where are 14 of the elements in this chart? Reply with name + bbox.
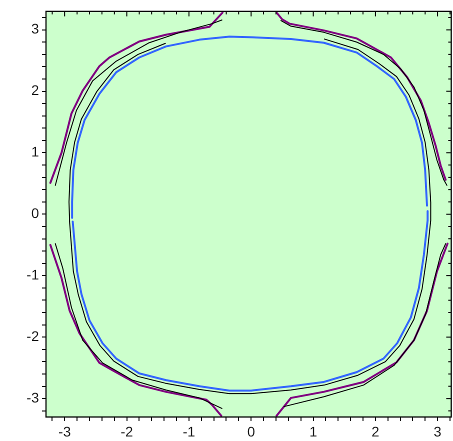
y-tick-label: -2 — [26, 328, 40, 344]
x-tick-label: -1 — [182, 423, 196, 440]
x-tick-label: 2 — [372, 423, 380, 440]
x-tick-label: 1 — [309, 423, 318, 440]
y-tick-label: -3 — [26, 389, 40, 406]
y-tick-label: 1 — [31, 144, 40, 160]
y-tick-label: 2 — [31, 82, 40, 98]
y-tick-label: 0 — [31, 205, 40, 222]
y-tick-label: -1 — [26, 266, 40, 283]
x-tick-label: 3 — [434, 423, 442, 440]
x-tick-label: -2 — [120, 423, 134, 440]
x-tick-label: 0 — [247, 423, 256, 440]
y-tick-label: 3 — [31, 20, 40, 37]
x-tick-label: -3 — [58, 423, 72, 440]
